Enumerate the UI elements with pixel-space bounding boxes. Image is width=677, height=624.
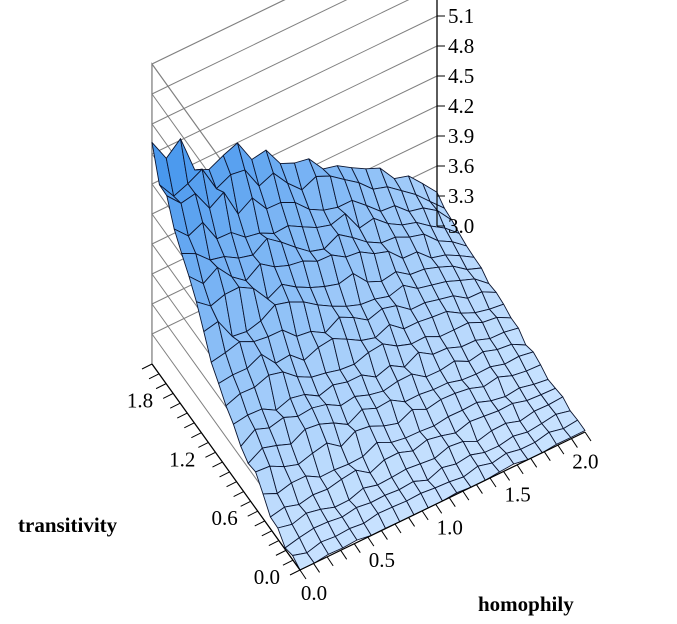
- y-tick: [240, 500, 251, 507]
- y-tick: [226, 481, 237, 488]
- x-tick: [516, 464, 524, 475]
- z-tick-label: 3.6: [448, 154, 474, 178]
- x-tick: [394, 523, 402, 534]
- y-tick: [177, 412, 188, 419]
- y-tick: [254, 520, 265, 527]
- y-tick: [205, 451, 216, 458]
- y-tick-label: 0.6: [211, 506, 237, 530]
- y-tick: [212, 461, 223, 468]
- y-tick: [219, 471, 230, 478]
- x-tick: [408, 517, 415, 527]
- x-tick: [543, 451, 551, 461]
- z-tick-label: 3.3: [448, 184, 474, 208]
- x-tick-label: 0.5: [369, 548, 395, 572]
- x-tick: [489, 477, 497, 488]
- y-tick: [261, 530, 273, 537]
- x-tick: [584, 431, 592, 442]
- z-tick-label: 4.2: [448, 94, 474, 118]
- y-tick: [233, 491, 244, 497]
- x-tick: [313, 563, 320, 573]
- x-tick-label: 1.0: [437, 515, 463, 539]
- x-tick-label: 1.5: [504, 482, 530, 506]
- x-tick: [367, 536, 375, 547]
- y-tick: [282, 559, 294, 566]
- y-tick: [184, 422, 195, 429]
- x-tick: [448, 497, 456, 507]
- x-tick: [353, 543, 361, 553]
- x-tick: [435, 504, 443, 514]
- y-tick: [198, 442, 209, 448]
- y-tick: [148, 373, 160, 380]
- x-tick: [462, 490, 470, 501]
- x-tick: [299, 569, 307, 580]
- z-tick-label: 5.1: [448, 4, 474, 28]
- y-axis-line: [151, 363, 301, 571]
- x-tick: [381, 530, 388, 540]
- x-tick-label: 2.0: [572, 450, 598, 474]
- y-tick: [247, 510, 258, 517]
- x-tick: [530, 458, 538, 468]
- y-tick-label: 1.8: [127, 388, 153, 412]
- z-tick-label: 4.5: [448, 64, 474, 88]
- y-tick: [191, 432, 202, 439]
- x-tick: [476, 484, 483, 494]
- y-tick: [275, 549, 287, 556]
- x-axis-line: [299, 431, 586, 571]
- surface-plot: [151, 138, 586, 571]
- y-tick: [155, 383, 167, 390]
- x-tick-label: 0.0: [301, 581, 327, 605]
- x-tick: [557, 444, 565, 455]
- y-tick: [141, 363, 153, 370]
- y-tick-label: 0.0: [254, 565, 280, 589]
- x-tick: [326, 556, 334, 567]
- x-tick: [503, 471, 510, 481]
- x-tick: [421, 510, 429, 521]
- y-tick: [268, 540, 280, 547]
- y-tick: [169, 402, 181, 409]
- y-axis-title: transitivity: [18, 513, 118, 537]
- surface-cell: [562, 419, 586, 438]
- y-tick-label: 1.2: [169, 447, 195, 471]
- z-tick-label: 3.9: [448, 124, 474, 148]
- x-axis-title: homophily: [478, 592, 574, 616]
- chart-axes: 0.0 0.5 1.0 1.5 2.0 0.0 0.6 1.2 1.8 3.0 3.3 3.6 3.9 4…: [127, 0, 599, 605]
- x-tick: [340, 550, 348, 560]
- z-tick-label: 4.8: [448, 34, 474, 58]
- x-tick: [571, 438, 578, 448]
- y-tick: [289, 569, 301, 576]
- z-tick-label: 3.0: [448, 214, 474, 238]
- y-tick: [162, 392, 174, 399]
